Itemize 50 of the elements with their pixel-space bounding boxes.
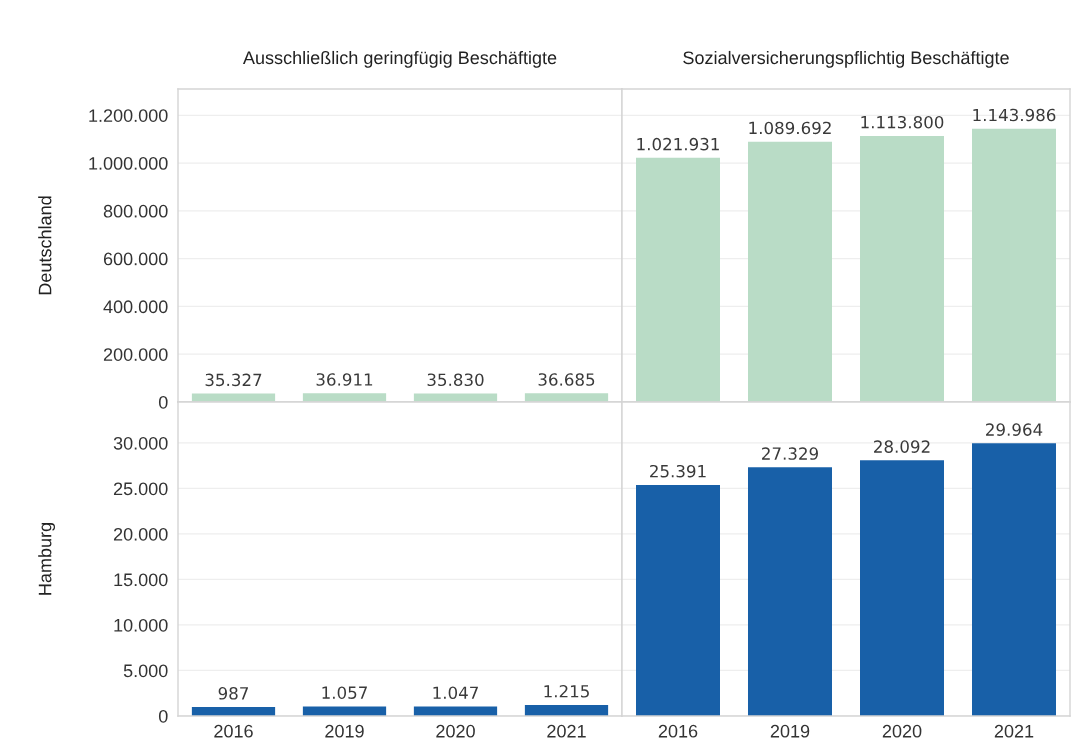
data-label: 36.685 <box>538 373 595 386</box>
bar <box>636 157 720 402</box>
data-label: 1.047 <box>433 686 478 700</box>
y-axis-title: Hamburg <box>38 523 55 595</box>
data-label: 1.143.986 <box>973 108 1056 122</box>
data-label: 35.830 <box>427 373 484 387</box>
y-tick-label: 400.000 <box>103 300 168 314</box>
y-tick-label: 1.000.000 <box>89 157 168 170</box>
data-label: 1.021.931 <box>637 137 719 151</box>
bar <box>748 141 832 402</box>
y-tick-label: 15.000 <box>114 573 168 587</box>
y-tick-label: 20.000 <box>113 527 168 541</box>
x-tick-label: 2020 <box>436 724 475 738</box>
y-axis-title: Deutschland <box>38 196 52 295</box>
bar <box>972 443 1056 716</box>
data-label: 35.327 <box>205 373 262 387</box>
y-tick-label: 1.200.000 <box>89 109 168 122</box>
x-tick-label: 2016 <box>214 724 253 738</box>
x-tick-label: 2021 <box>547 724 586 738</box>
x-tick-label: 2019 <box>770 724 810 738</box>
x-tick-label: 2021 <box>994 724 1034 738</box>
y-tick-label: 600.000 <box>103 252 168 266</box>
y-tick-label: 200.000 <box>103 348 168 361</box>
y-tick-label: 800.000 <box>103 204 168 218</box>
data-label: 1.215 <box>544 684 589 698</box>
data-label: 1.113.800 <box>861 115 944 129</box>
x-tick-label: 2020 <box>882 724 922 738</box>
y-tick-label: 25.000 <box>113 482 168 496</box>
chart-title: Ausschließlich geringfügig Beschäftigte <box>242 50 557 68</box>
data-label: 36.911 <box>316 373 373 386</box>
data-label: 1.057 <box>322 686 367 699</box>
bar <box>972 128 1056 402</box>
data-label: 27.329 <box>762 447 818 460</box>
x-tick-label: 2016 <box>658 724 698 738</box>
y-tick-label: 10.000 <box>114 618 168 632</box>
data-label: 1.089.692 <box>749 121 831 135</box>
data-label: 28.092 <box>874 440 930 453</box>
bar <box>748 467 832 716</box>
data-label: 29.964 <box>986 423 1043 436</box>
y-tick-label: 5.000 <box>123 664 168 678</box>
y-tick-label: 30.000 <box>113 436 168 450</box>
chart-title: Sozialversicherungspflichtig Beschäftigte <box>683 50 1009 68</box>
x-tick-label: 2019 <box>325 724 364 738</box>
data-label: 25.391 <box>650 464 706 478</box>
bar <box>860 135 944 402</box>
y-tick-label: 0 <box>158 709 168 723</box>
bar <box>860 460 944 716</box>
y-tick-label: 0 <box>158 395 168 409</box>
data-label: 987 <box>218 687 248 700</box>
bar <box>636 484 720 716</box>
